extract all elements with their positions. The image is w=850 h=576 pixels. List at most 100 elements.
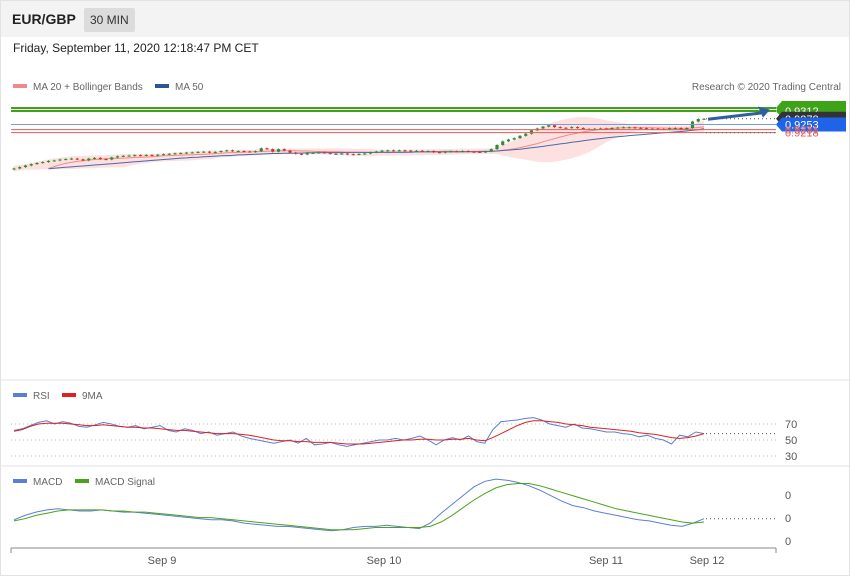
- candle: [242, 151, 246, 153]
- candle: [460, 151, 465, 153]
- candle: [110, 157, 114, 160]
- candle: [558, 127, 562, 129]
- candle: [506, 139, 511, 142]
- candle: [167, 153, 171, 155]
- legend-ma50: MA 50: [175, 82, 204, 93]
- macd-signal-line: [13, 483, 705, 531]
- candle: [271, 149, 275, 152]
- candle: [29, 164, 33, 166]
- level-tag-0.9253: [776, 117, 846, 132]
- candle: [282, 149, 286, 151]
- candle: [161, 154, 166, 156]
- candle: [501, 141, 505, 146]
- candle: [610, 128, 614, 130]
- candle: [259, 148, 263, 152]
- candle: [12, 168, 16, 170]
- candle: [345, 153, 350, 155]
- candle: [478, 151, 482, 153]
- candle: [420, 150, 424, 152]
- candle: [466, 151, 470, 153]
- candle: [483, 151, 488, 153]
- legend-swatch-rsi: [13, 393, 27, 397]
- candle: [98, 157, 102, 160]
- price-plot: [12, 117, 706, 172]
- rsi-legend: RSI 9MA: [13, 391, 103, 402]
- candle: [179, 153, 183, 155]
- timeframe-badge[interactable]: 30 MIN: [84, 8, 135, 32]
- x-label-sep11: Sep 11: [589, 555, 623, 567]
- candle: [81, 159, 85, 161]
- rsi-ma-line: [13, 420, 705, 445]
- candle: [547, 125, 551, 127]
- candle: [213, 151, 217, 153]
- candle: [248, 151, 252, 153]
- candle: [449, 151, 453, 153]
- candle: [41, 162, 45, 164]
- candle: [305, 152, 309, 155]
- x-label-sep12: Sep 12: [690, 555, 725, 567]
- candle: [265, 148, 269, 150]
- candle: [311, 152, 315, 154]
- candle: [236, 151, 240, 153]
- legend-ma20: MA 20 + Bollinger Bands: [33, 82, 143, 93]
- projection-arrow: [707, 111, 765, 121]
- legend-swatch-rsi-ma: [62, 393, 76, 397]
- chart-header: EUR/GBP 30 MIN: [0, 0, 850, 37]
- rsi-tick-50: 50: [785, 435, 797, 447]
- legend-swatch-macd-signal: [75, 479, 89, 483]
- macd-legend: MACD MACD Signal: [13, 477, 155, 488]
- candle: [253, 151, 258, 153]
- candle: [150, 154, 154, 156]
- candle: [529, 130, 534, 134]
- candle: [598, 128, 603, 130]
- candle: [673, 128, 677, 130]
- candle: [414, 150, 419, 152]
- macd-tick-mid: 0: [785, 513, 791, 525]
- candle: [667, 128, 672, 130]
- candle: [69, 158, 74, 160]
- price-legend: MA 20 + Bollinger Bands MA 50: [13, 82, 204, 93]
- candle: [351, 154, 355, 156]
- candle: [340, 153, 344, 155]
- candle: [75, 158, 79, 160]
- candle: [552, 125, 557, 128]
- candle: [374, 151, 378, 153]
- candle: [391, 150, 396, 152]
- candle: [403, 150, 407, 152]
- candle: [581, 128, 585, 130]
- candle: [696, 119, 700, 122]
- candle: [409, 150, 413, 152]
- rsi-line: [13, 417, 705, 447]
- candle: [386, 150, 390, 152]
- level-label-0.9231: 0.9231: [785, 125, 819, 137]
- candle: [202, 151, 206, 153]
- candle: [437, 152, 442, 154]
- macd-tick-bottom: 0: [785, 536, 791, 548]
- level-label-0.9253: 0.9253: [785, 120, 819, 132]
- candle: [156, 154, 160, 156]
- candle: [58, 159, 62, 161]
- candle: [570, 127, 574, 129]
- legend-macd: MACD: [33, 477, 62, 488]
- candle: [322, 152, 327, 154]
- macd-tick-top: 0: [785, 490, 791, 502]
- candle: [368, 152, 373, 154]
- candle: [685, 128, 689, 130]
- candle: [207, 151, 212, 153]
- candle: [121, 155, 125, 157]
- candle: [363, 153, 367, 155]
- candle: [495, 145, 499, 150]
- candle: [219, 151, 223, 153]
- candle: [702, 118, 706, 120]
- candle: [196, 151, 200, 153]
- rsi-tick-70: 70: [785, 419, 797, 431]
- candle: [334, 153, 338, 155]
- candle: [518, 135, 522, 139]
- candle: [276, 149, 281, 152]
- candle: [127, 155, 131, 157]
- macd-plot: [13, 478, 776, 532]
- candle: [288, 150, 292, 153]
- candle: [472, 151, 476, 153]
